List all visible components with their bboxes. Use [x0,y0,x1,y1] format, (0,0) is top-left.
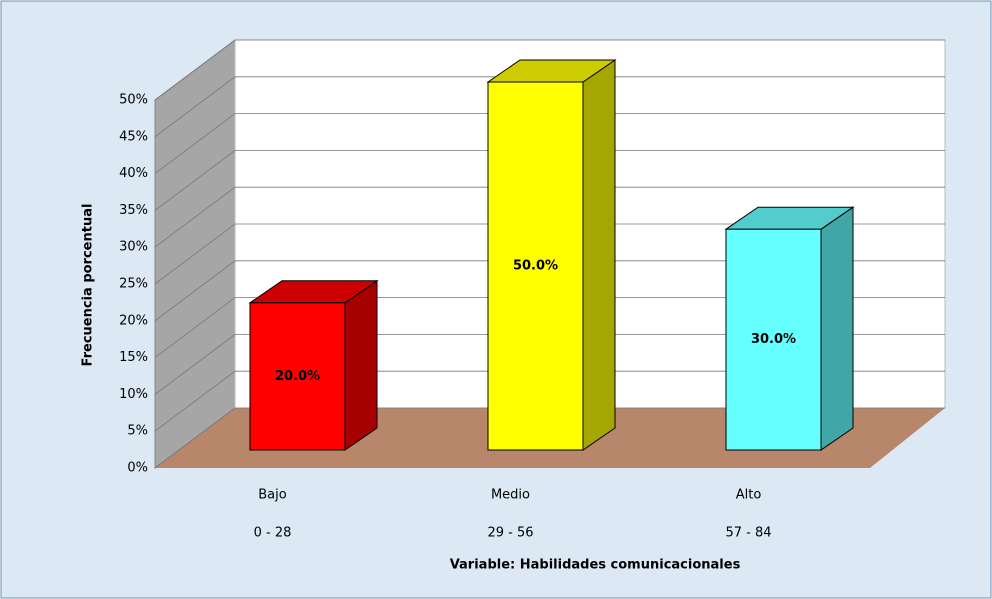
bar-front [249,302,346,451]
bar-side [344,279,378,451]
x-tick-sublabel: 29 - 56 [487,526,533,541]
y-tick-label: 45% [119,129,148,144]
y-tick-label: 15% [119,350,148,365]
x-tick-label: Medio [491,488,530,503]
y-tick-label: 40% [119,166,148,181]
y-axis-title: Frecuencia porcentual [81,204,96,367]
y-tick-label: 20% [119,313,148,328]
y-tick-label: 50% [119,93,148,108]
y-tick-label: 10% [119,387,148,402]
grid-line [154,297,945,358]
grid-line [154,113,945,174]
value-label: 20.0% [275,369,320,384]
x-tick-sublabel: 0 - 28 [254,526,292,541]
y-tick-label: 35% [119,203,148,218]
grid-line [154,39,945,101]
x-axis-title: Variable: Habilidades comunicacionales [450,558,741,573]
bar-front [487,81,584,451]
bar-side [582,59,616,451]
grid-line [154,186,945,248]
grid-line [154,260,945,322]
y-tick-label: 5% [127,424,148,439]
value-label: 50.0% [513,259,558,274]
y-tick-label: 25% [119,277,148,292]
grid-line [154,149,945,211]
x-tick-sublabel: 57 - 84 [725,526,771,541]
grid-line [154,76,945,138]
bar-side [820,206,854,451]
grid-line [154,223,945,285]
y-tick-label: 0% [127,461,148,476]
grid-line [154,333,945,395]
y-tick-label: 30% [119,240,148,255]
grid-line [154,370,945,432]
value-label: 30.0% [751,332,796,347]
bar [486,59,617,451]
grid-line [154,407,945,469]
bar [724,206,855,451]
bar-front [725,228,822,451]
bar [248,279,379,451]
x-tick-label: Bajo [258,488,286,503]
x-tick-label: Alto [736,488,762,503]
